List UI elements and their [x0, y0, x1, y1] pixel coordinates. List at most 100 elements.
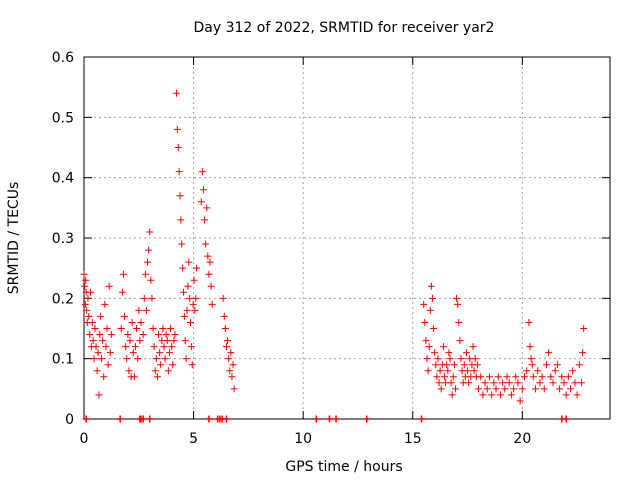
data-point — [122, 343, 130, 351]
data-point — [470, 367, 478, 375]
data-point — [441, 373, 449, 381]
data-point — [97, 312, 105, 320]
data-point — [193, 264, 201, 272]
data-point — [580, 325, 588, 332]
data-point — [420, 300, 428, 308]
data-point — [431, 349, 439, 357]
y-tick-label: 0.1 — [52, 352, 74, 368]
data-point — [479, 391, 487, 399]
data-point — [128, 318, 136, 326]
data-point — [556, 385, 564, 393]
data-point — [185, 258, 193, 266]
y-tick-label: 0.2 — [52, 291, 74, 307]
data-point — [190, 276, 198, 284]
data-point — [433, 373, 441, 381]
data-point — [436, 367, 444, 375]
data-point — [124, 331, 132, 339]
data-point — [117, 325, 125, 332]
baseline-marker — [325, 415, 333, 423]
baseline-marker — [205, 415, 213, 423]
data-point — [545, 349, 553, 357]
data-point — [199, 186, 207, 194]
baseline-marker — [332, 415, 340, 423]
x-tick-label: 15 — [404, 431, 422, 447]
data-point — [204, 252, 212, 260]
data-point — [94, 349, 102, 357]
data-point — [80, 270, 88, 278]
data-point — [141, 270, 149, 278]
data-point — [492, 385, 500, 393]
data-point — [475, 385, 482, 393]
baseline-marker — [312, 415, 320, 423]
data-point — [426, 306, 434, 314]
data-point — [181, 337, 189, 345]
x-tick-label: 0 — [80, 431, 89, 447]
data-point — [88, 318, 96, 326]
data-point — [221, 325, 229, 332]
data-point — [558, 373, 566, 381]
data-point — [96, 331, 104, 339]
data-point — [168, 343, 176, 351]
data-point — [518, 385, 526, 393]
data-point — [514, 379, 522, 387]
data-point — [523, 367, 531, 375]
data-point — [161, 355, 169, 363]
data-point — [422, 337, 430, 345]
data-point — [564, 373, 572, 381]
data-point — [147, 276, 155, 284]
data-point — [142, 306, 150, 314]
data-point — [228, 373, 236, 381]
data-point — [208, 300, 216, 308]
data-point — [560, 379, 568, 387]
data-point — [140, 294, 148, 302]
data-point — [534, 367, 542, 375]
data-point — [81, 300, 89, 308]
data-point — [230, 385, 238, 393]
data-point — [526, 343, 534, 351]
data-point — [104, 361, 112, 369]
data-point — [100, 373, 108, 381]
data-point — [462, 349, 470, 357]
y-axis-label: SRMTID / TECUs — [6, 182, 22, 295]
data-point — [573, 391, 581, 399]
data-point — [423, 355, 431, 363]
data-point — [219, 294, 227, 302]
data-point — [529, 373, 537, 381]
data-point — [179, 264, 187, 272]
data-point — [132, 343, 140, 351]
data-point — [186, 294, 194, 302]
data-point — [85, 312, 93, 320]
data-point — [448, 391, 456, 399]
data-point — [89, 337, 97, 345]
data-point — [123, 355, 131, 363]
data-point — [159, 325, 167, 332]
data-point — [157, 361, 165, 369]
data-point — [571, 379, 579, 387]
data-point — [516, 397, 524, 405]
x-tick-label: 20 — [513, 431, 531, 447]
data-point — [162, 331, 170, 339]
data-point — [118, 288, 126, 296]
data-point — [569, 367, 577, 375]
data-point — [206, 258, 214, 266]
baseline-marker — [418, 415, 426, 423]
data-point — [203, 204, 211, 212]
data-point — [521, 373, 529, 381]
data-point — [527, 355, 535, 363]
data-point — [549, 379, 557, 387]
data-point — [92, 343, 100, 351]
grid — [84, 57, 610, 419]
data-point — [207, 282, 215, 290]
data-point — [163, 337, 171, 345]
baseline-marker — [562, 415, 570, 423]
data-point — [430, 325, 438, 332]
data-point — [490, 379, 498, 387]
data-point — [202, 240, 210, 248]
data-point — [428, 294, 436, 302]
data-point — [165, 349, 173, 357]
data-point — [155, 331, 163, 339]
data-point — [425, 343, 433, 351]
data-point — [119, 270, 127, 278]
data-point — [578, 379, 586, 387]
